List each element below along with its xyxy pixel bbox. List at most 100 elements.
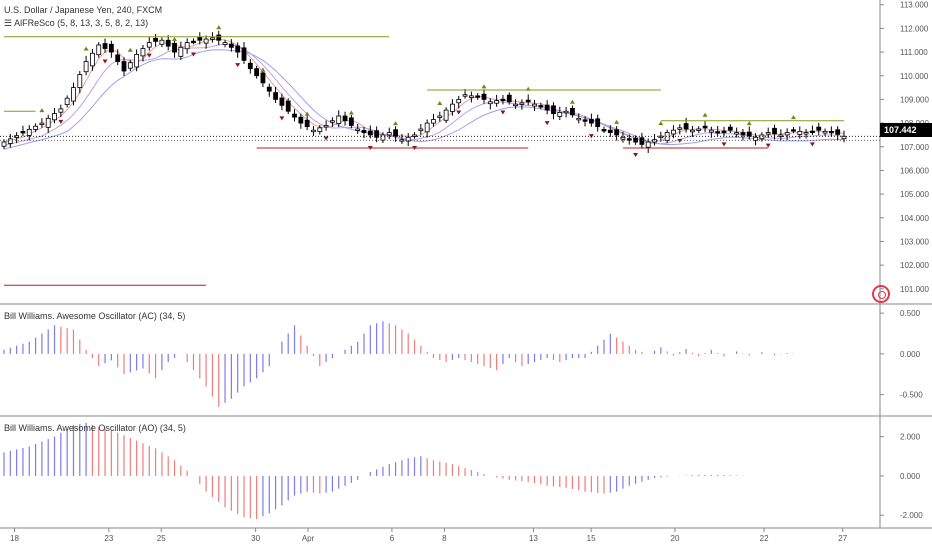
candle-body xyxy=(153,37,158,42)
moving-average-line xyxy=(3,49,845,150)
candle-body xyxy=(443,109,449,121)
candle-body xyxy=(159,39,165,45)
candle-body xyxy=(740,132,746,136)
price-tick-label: 104.000 xyxy=(900,214,929,223)
candle-body xyxy=(203,38,209,44)
candle-body xyxy=(285,100,291,112)
candle-body xyxy=(108,43,114,53)
tradingview-logo-icon[interactable] xyxy=(872,285,890,303)
ac-histogram-tick-label: 0.000 xyxy=(900,350,921,359)
candle-body xyxy=(803,132,809,135)
candle-body xyxy=(721,130,727,134)
candle-body xyxy=(481,93,487,100)
time-tick-label: 18 xyxy=(10,534,19,543)
candle-body xyxy=(20,131,26,134)
candle-body xyxy=(83,61,89,73)
fractal-down-marker xyxy=(146,53,152,58)
candle-body xyxy=(810,130,815,134)
fractal-up-marker xyxy=(790,115,796,120)
candle-body xyxy=(127,62,133,69)
price-tick-label: 101.000 xyxy=(900,285,929,294)
fractal-down-marker xyxy=(500,110,506,115)
candle-body xyxy=(298,116,304,124)
ac-histogram-tick-label: 0.500 xyxy=(900,309,921,318)
fractal-up-marker xyxy=(393,121,399,126)
candle-body xyxy=(52,113,57,121)
candle-body xyxy=(77,74,83,88)
fractal-up-marker xyxy=(702,112,708,117)
candle-body xyxy=(197,36,203,41)
price-tick-label: 113.000 xyxy=(900,1,929,10)
candle-body xyxy=(235,45,241,53)
moving-average-line xyxy=(3,38,845,143)
candle-body xyxy=(841,135,847,140)
fractal-down-marker xyxy=(235,63,241,68)
fractal-up-marker xyxy=(172,37,178,42)
candle-body xyxy=(228,43,234,48)
candle-body xyxy=(323,125,329,128)
fractal-up-marker xyxy=(216,25,222,30)
candle-body xyxy=(626,138,632,141)
fractal-up-marker xyxy=(658,121,664,126)
price-tick-label: 111.000 xyxy=(900,48,928,57)
price-tick-label: 110.000 xyxy=(900,72,929,81)
time-tick-label: 30 xyxy=(251,534,260,543)
candle-body xyxy=(614,129,620,136)
fractal-down-marker xyxy=(102,59,108,64)
time-tick-label: 6 xyxy=(390,534,395,543)
candle-body xyxy=(134,54,140,68)
candle-body xyxy=(121,61,127,72)
candle-body xyxy=(532,103,537,107)
time-tick-label: 22 xyxy=(760,534,769,543)
candle-body xyxy=(146,42,152,48)
fractal-up-marker xyxy=(569,99,575,104)
fractal-down-marker xyxy=(809,142,815,147)
candle-body xyxy=(437,115,443,118)
candle-body xyxy=(468,95,474,98)
candle-body xyxy=(475,95,481,98)
candle-body xyxy=(607,129,613,133)
candle-body xyxy=(551,105,556,115)
price-tick-label: 112.000 xyxy=(900,24,929,33)
fractal-up-marker xyxy=(481,84,487,89)
candle-body xyxy=(292,113,297,118)
candle-body xyxy=(96,44,102,56)
candle-body xyxy=(544,104,550,111)
candle-body xyxy=(279,97,285,106)
candle-body xyxy=(33,125,38,130)
candle-body xyxy=(178,46,184,57)
candle-body xyxy=(759,134,765,140)
candle-body xyxy=(753,136,758,141)
fractal-up-marker xyxy=(437,100,443,105)
ao-histogram-tick-label: -2.000 xyxy=(900,511,923,520)
time-tick-label: Apr xyxy=(302,534,315,543)
candle-body xyxy=(671,129,676,135)
candle-body xyxy=(538,105,544,108)
candle-body xyxy=(254,68,260,77)
candle-body xyxy=(639,137,645,145)
candle-body xyxy=(715,131,721,134)
candle-body xyxy=(58,108,64,113)
fractal-up-marker xyxy=(746,121,752,126)
candle-body xyxy=(102,43,108,49)
candle-body xyxy=(184,42,190,50)
hamburger-icon[interactable]: ☰ xyxy=(4,18,15,28)
fractal-down-marker xyxy=(677,138,683,143)
candle-body xyxy=(26,129,32,136)
time-tick-label: 23 xyxy=(104,534,113,543)
candle-body xyxy=(702,125,708,129)
candle-body xyxy=(191,40,196,44)
candle-body xyxy=(273,92,278,100)
candle-body xyxy=(431,119,436,124)
candle-body xyxy=(576,117,582,121)
candle-body xyxy=(348,117,354,126)
candle-body xyxy=(304,119,310,128)
candle-body xyxy=(500,98,506,102)
candle-body xyxy=(835,129,841,135)
last-price-tag: 107.442 xyxy=(880,123,932,137)
ac-histogram-tick-label: -0.500 xyxy=(900,391,923,400)
fractal-down-marker xyxy=(633,153,639,158)
fractal-up-marker xyxy=(614,119,620,124)
